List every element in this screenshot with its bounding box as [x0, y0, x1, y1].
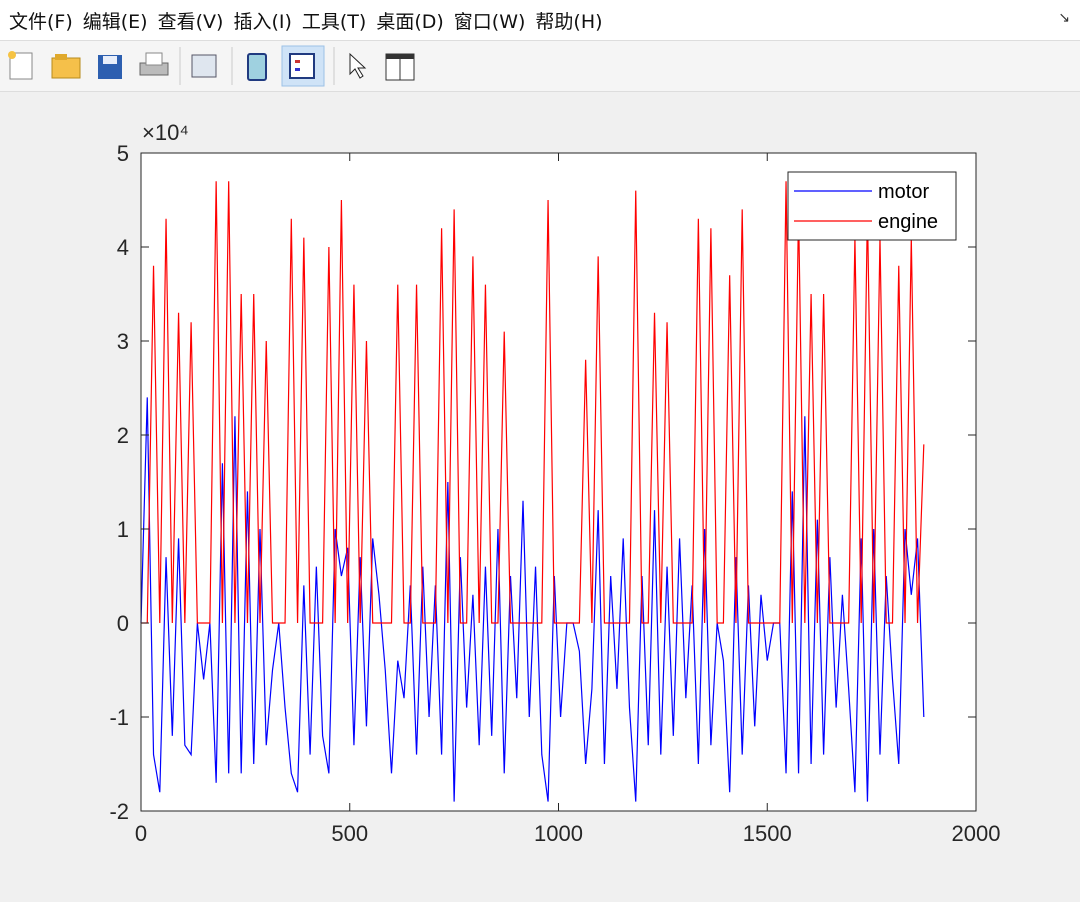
y-tick-label: 2: [117, 423, 129, 448]
property-editor-icon[interactable]: [385, 53, 415, 81]
menu-item[interactable]: 文件(F): [9, 10, 73, 33]
y-tick-label: 4: [117, 235, 129, 260]
colorbar-icon[interactable]: [247, 53, 267, 81]
legend-label: engine: [878, 211, 938, 233]
menu-item[interactable]: 工具(T): [301, 10, 367, 33]
link-icon[interactable]: [191, 54, 217, 78]
legend-icon[interactable]: [281, 45, 325, 87]
menu-item[interactable]: 插入(I): [233, 10, 292, 33]
open-icon[interactable]: [51, 54, 81, 79]
toolbar-icons: [8, 45, 415, 87]
x-tick-label: 1000: [534, 821, 583, 846]
menu-bar: 文件(F) 编辑(E) 查看(V) 插入(I) 工具(T) 桌面(D) 窗口(W) 帮助(H): [0, 0, 1080, 40]
x-tick-label: 2000: [952, 821, 1001, 846]
print-icon[interactable]: [139, 52, 169, 76]
y-tick-label: 5: [117, 141, 129, 166]
y-tick-label: -2: [109, 799, 129, 824]
legend-label: motor: [878, 181, 929, 203]
y-tick-label: -1: [109, 705, 129, 730]
toolbar: [0, 40, 1080, 92]
y-tick-label: 1: [117, 517, 129, 542]
pointer-icon[interactable]: [349, 52, 367, 79]
legend-box: [787, 171, 957, 241]
menu-item[interactable]: 窗口(W): [453, 10, 526, 33]
menu-item[interactable]: 桌面(D): [376, 10, 444, 33]
save-icon[interactable]: [98, 55, 122, 79]
series-line: [141, 181, 925, 624]
legend: motor engine: [787, 171, 957, 241]
y-tick-label: 3: [117, 329, 129, 354]
x-tick-label: 0: [135, 821, 147, 846]
x-tick-label: 500: [331, 821, 368, 846]
collapse-arrow[interactable]: ↘: [1058, 10, 1070, 26]
new-file-icon[interactable]: [8, 51, 33, 80]
menu-item[interactable]: 帮助(H): [535, 10, 603, 33]
x-tick-label: 1500: [743, 821, 792, 846]
menu-item[interactable]: 编辑(E): [82, 10, 148, 33]
y-tick-label: 0: [117, 611, 129, 636]
y-scale-label: ×10⁴: [142, 120, 189, 145]
menu-item[interactable]: 查看(V): [157, 10, 224, 33]
figure-canvas: ×10⁴ -2 -1 0 1 2 3 4 5 0 500 1000 1500 2000 motor engi…: [109, 120, 1001, 846]
